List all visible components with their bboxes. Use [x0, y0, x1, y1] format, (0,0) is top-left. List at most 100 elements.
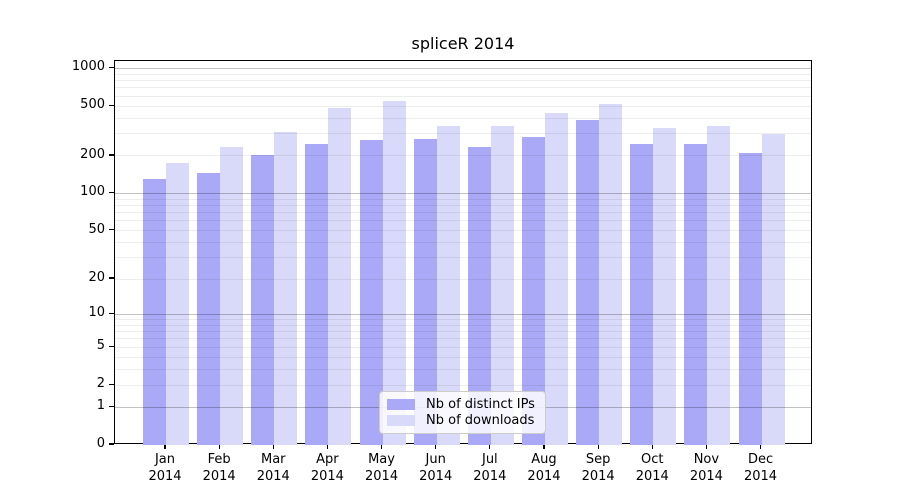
- bar-distinct-ips-apr: [305, 143, 329, 445]
- x-tick-label-may: May 2014: [350, 452, 414, 485]
- y-tick-mark: [109, 383, 114, 385]
- bar-distinct-ips-feb: [197, 173, 221, 445]
- bar-downloads-oct: [653, 127, 677, 445]
- year-label: 2014: [527, 468, 561, 484]
- legend-label-distinct-ips: Nb of distinct IPs: [426, 397, 535, 412]
- month-label: Mar: [261, 452, 286, 467]
- x-tick-mark: [759, 444, 762, 449]
- x-tick-mark: [435, 444, 437, 449]
- x-tick-label-mar: Mar 2014: [241, 452, 305, 485]
- x-tick-label-jul: Jul 2014: [458, 452, 522, 485]
- bar-distinct-ips-jun: [413, 138, 437, 445]
- year-label: 2014: [689, 468, 723, 484]
- y-tick-mark: [109, 191, 114, 194]
- bar-distinct-ips-may: [359, 139, 383, 445]
- month-label: Aug: [531, 452, 557, 467]
- x-tick-mark: [164, 444, 166, 449]
- x-tick-label-oct: Oct 2014: [620, 452, 684, 485]
- bar-distinct-ips-aug: [521, 136, 545, 445]
- y-tick-label: 2: [96, 376, 105, 392]
- x-tick-label-sep: Sep 2014: [566, 452, 630, 485]
- bar-distinct-ips-mar: [251, 154, 275, 445]
- y-tick-mark: [109, 405, 114, 407]
- month-label: Oct: [641, 452, 664, 467]
- x-tick-label-dec: Dec 2014: [729, 452, 793, 485]
- y-tick-label: 10: [88, 305, 105, 321]
- x-tick-mark: [489, 444, 491, 449]
- y-tick-label: 500: [80, 97, 105, 113]
- month-label: Nov: [693, 452, 720, 467]
- y-tick-mark: [109, 104, 114, 106]
- x-tick-label-jun: Jun 2014: [404, 452, 468, 485]
- x-tick-mark: [326, 444, 328, 449]
- bar-downloads-nov: [707, 125, 731, 445]
- bar-distinct-ips-sep: [576, 119, 600, 445]
- bar-distinct-ips-dec: [738, 153, 762, 445]
- legend-label-downloads: Nb of downloads: [426, 413, 535, 428]
- bar-downloads-sep: [599, 103, 623, 445]
- bar-downloads-feb: [220, 147, 244, 445]
- month-label: May: [368, 452, 395, 467]
- y-tick-mark: [109, 443, 114, 445]
- bar-distinct-ips-nov: [684, 143, 708, 445]
- y-tick-mark: [109, 277, 114, 279]
- y-tick-label: 5: [96, 338, 105, 354]
- x-tick-label-nov: Nov 2014: [674, 452, 738, 485]
- year-label: 2014: [419, 468, 453, 484]
- x-tick-mark: [597, 444, 599, 449]
- y-tick-mark: [109, 345, 114, 347]
- bars-layer: [115, 61, 811, 445]
- y-tick-label: 200: [80, 146, 105, 162]
- bar-downloads-jan: [166, 163, 189, 445]
- bar-downloads-apr: [328, 108, 352, 445]
- y-tick-mark: [109, 66, 114, 69]
- y-tick-label: 1: [96, 398, 105, 414]
- plot-area: Nb of distinct IPs Nb of downloads: [114, 60, 812, 445]
- bar-distinct-ips-jan: [143, 179, 166, 445]
- x-tick-label-aug: Aug 2014: [512, 452, 576, 485]
- x-tick-label-jan: Jan 2014: [133, 452, 197, 485]
- month-label: Feb: [207, 452, 231, 467]
- bar-downloads-aug: [544, 112, 568, 445]
- bar-distinct-ips-jul: [467, 147, 491, 445]
- bar-downloads-jul: [490, 126, 514, 445]
- year-label: 2014: [202, 468, 236, 484]
- year-label: 2014: [581, 468, 615, 484]
- chart-title: spliceR 2014: [411, 34, 515, 53]
- y-tick-label: 100: [80, 184, 105, 200]
- year-label: 2014: [635, 468, 669, 484]
- x-tick-mark: [543, 444, 545, 449]
- y-tick-mark: [109, 154, 114, 156]
- y-tick-label: 1000: [71, 59, 105, 75]
- x-tick-mark: [651, 444, 653, 449]
- ips-swatch-icon: [387, 399, 415, 410]
- month-label: Jul: [481, 452, 498, 467]
- x-tick-label-feb: Feb 2014: [187, 452, 251, 485]
- year-label: 2014: [365, 468, 399, 484]
- month-label: Sep: [585, 452, 611, 467]
- bar-downloads-mar: [274, 132, 298, 445]
- month-label: Apr: [316, 452, 339, 467]
- year-label: 2014: [310, 468, 344, 484]
- y-tick-label: 50: [88, 221, 105, 237]
- month-label: Dec: [747, 452, 774, 467]
- bar-downloads-may: [382, 100, 406, 445]
- y-tick-label: 0: [96, 436, 105, 451]
- year-label: 2014: [743, 468, 778, 484]
- month-label: Jan: [154, 452, 176, 467]
- year-label: 2014: [148, 468, 182, 484]
- y-tick-mark: [109, 229, 114, 231]
- x-tick-mark: [272, 444, 274, 449]
- bar-downloads-jun: [436, 125, 460, 445]
- month-label: Jun: [425, 452, 446, 467]
- downloads-swatch-icon: [387, 415, 415, 426]
- bar-downloads-dec: [761, 133, 785, 445]
- y-tick-mark: [109, 312, 114, 314]
- bar-distinct-ips-oct: [630, 143, 654, 445]
- x-tick-label-apr: Apr 2014: [295, 452, 359, 485]
- year-label: 2014: [473, 468, 507, 484]
- legend-item-downloads: Nb of downloads: [387, 413, 537, 428]
- legend: Nb of distinct IPs Nb of downloads: [379, 391, 546, 434]
- x-tick-mark: [380, 444, 383, 449]
